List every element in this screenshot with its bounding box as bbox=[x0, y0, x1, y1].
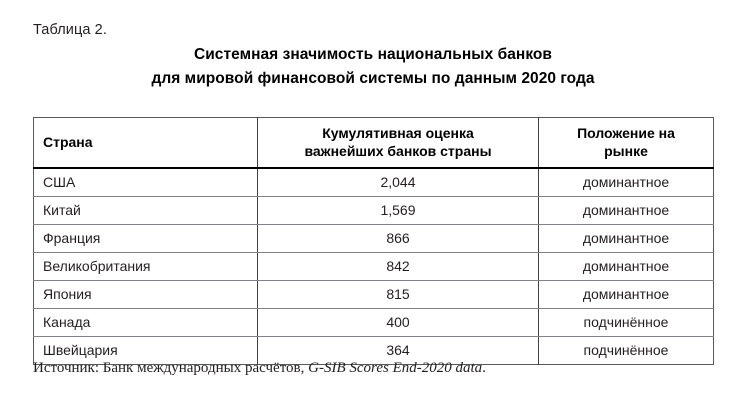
cell-score: 1,569 bbox=[257, 196, 539, 225]
source-reference: G-SIB Scores End-2020 data bbox=[308, 360, 483, 376]
cell-country: США bbox=[33, 168, 258, 197]
cell-score: 842 bbox=[257, 252, 539, 281]
table-header: Страна Кумулятивная оценка важнейших бан… bbox=[33, 117, 714, 169]
column-header-country: Страна bbox=[33, 117, 258, 169]
cell-score: 364 bbox=[257, 336, 539, 365]
cell-position: подчинённое bbox=[538, 308, 714, 337]
column-header-score-line-2: важнейших банков страны bbox=[304, 143, 492, 159]
column-header-score-line-1: Кумулятивная оценка bbox=[322, 125, 474, 141]
table-title-line-1: Системная значимость национальных банков bbox=[193, 46, 553, 63]
cell-position: доминантное bbox=[538, 280, 714, 309]
cell-country: Канада bbox=[33, 308, 258, 337]
column-header-position-line-1: Положение на bbox=[577, 125, 675, 141]
table-caption: Таблица 2. bbox=[33, 22, 107, 38]
source-suffix: . bbox=[482, 360, 486, 376]
cell-score: 2,044 bbox=[257, 168, 539, 197]
bank-systemic-importance-table: Страна Кумулятивная оценка важнейших бан… bbox=[33, 117, 714, 365]
cell-position: доминантное bbox=[538, 224, 714, 253]
cell-country: Франция bbox=[33, 224, 258, 253]
source-note: Источник: Банк международных расчётов, G… bbox=[33, 360, 486, 377]
cell-score: 815 bbox=[257, 280, 539, 309]
cell-position: доминантное bbox=[538, 252, 714, 281]
table-row: Япония 815 доминантное bbox=[33, 280, 714, 309]
column-header-score: Кумулятивная оценка важнейших банков стр… bbox=[257, 117, 539, 169]
table-header-row: Страна Кумулятивная оценка важнейших бан… bbox=[33, 117, 714, 169]
table-row: США 2,044 доминантное bbox=[33, 168, 714, 197]
cell-score: 866 bbox=[257, 224, 539, 253]
table-row: Китай 1,569 доминантное bbox=[33, 196, 714, 225]
cell-country: Китай bbox=[33, 196, 258, 225]
cell-position: доминантное bbox=[538, 168, 714, 197]
table-title: Системная значимость национальных банков… bbox=[33, 43, 713, 91]
table-row: Швейцария 364 подчинённое bbox=[33, 336, 714, 365]
table-container: Страна Кумулятивная оценка важнейших бан… bbox=[33, 117, 714, 365]
column-header-position-line-2: рынке bbox=[604, 143, 648, 159]
cell-position: доминантное bbox=[538, 196, 714, 225]
column-header-position: Положение на рынке bbox=[538, 117, 714, 169]
cell-country: Япония bbox=[33, 280, 258, 309]
table-body: США 2,044 доминантное Китай 1,569 домина… bbox=[33, 168, 714, 365]
source-prefix: Источник: Банк международных расчётов, bbox=[33, 360, 309, 376]
table-row: Канада 400 подчинённое bbox=[33, 308, 714, 337]
table-title-line-2: для мировой финансовой системы по данным… bbox=[151, 70, 595, 87]
cell-position: подчинённое bbox=[583, 342, 669, 358]
table-row: Франция 866 доминантное bbox=[33, 224, 714, 253]
cell-score: 400 bbox=[257, 308, 539, 337]
cell-country: Великобритания bbox=[33, 252, 258, 281]
table-row: Великобритания 842 доминантное bbox=[33, 252, 714, 281]
cell-country: Швейцария bbox=[33, 336, 258, 365]
